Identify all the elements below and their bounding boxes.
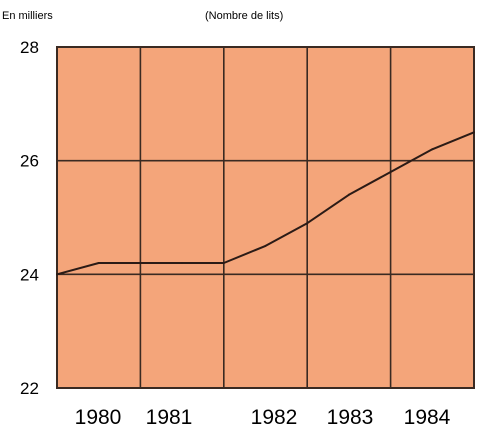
x-tick-label: 1980 — [75, 406, 122, 429]
x-tick-label: 1981 — [146, 406, 193, 429]
plot-frame — [56, 46, 475, 389]
data-point — [181, 261, 184, 264]
plot-background — [57, 47, 474, 388]
data-point — [347, 193, 350, 196]
y-tick-label: 26 — [20, 152, 39, 171]
y-tick-label: 28 — [20, 38, 39, 57]
y-tick-label: 22 — [20, 379, 39, 398]
x-tick-label: 1982 — [251, 406, 298, 429]
data-point — [473, 131, 475, 134]
data-point — [222, 261, 225, 264]
x-tick-label: 1984 — [404, 406, 451, 429]
unit-label: En milliers — [2, 10, 53, 22]
data-point — [139, 261, 142, 264]
data-point — [264, 244, 267, 247]
data-point — [389, 171, 392, 174]
data-point — [97, 261, 100, 264]
y-tick-label: 24 — [20, 265, 39, 284]
data-point — [431, 148, 434, 151]
data-point — [306, 222, 309, 225]
chart-subtitle: (Nombre de lits) — [205, 10, 283, 22]
data-point — [56, 273, 58, 276]
plot-area: 22 24 26 28 1980 1981 1982 1983 1984 — [20, 38, 475, 429]
x-tick-label: 1983 — [327, 406, 374, 429]
